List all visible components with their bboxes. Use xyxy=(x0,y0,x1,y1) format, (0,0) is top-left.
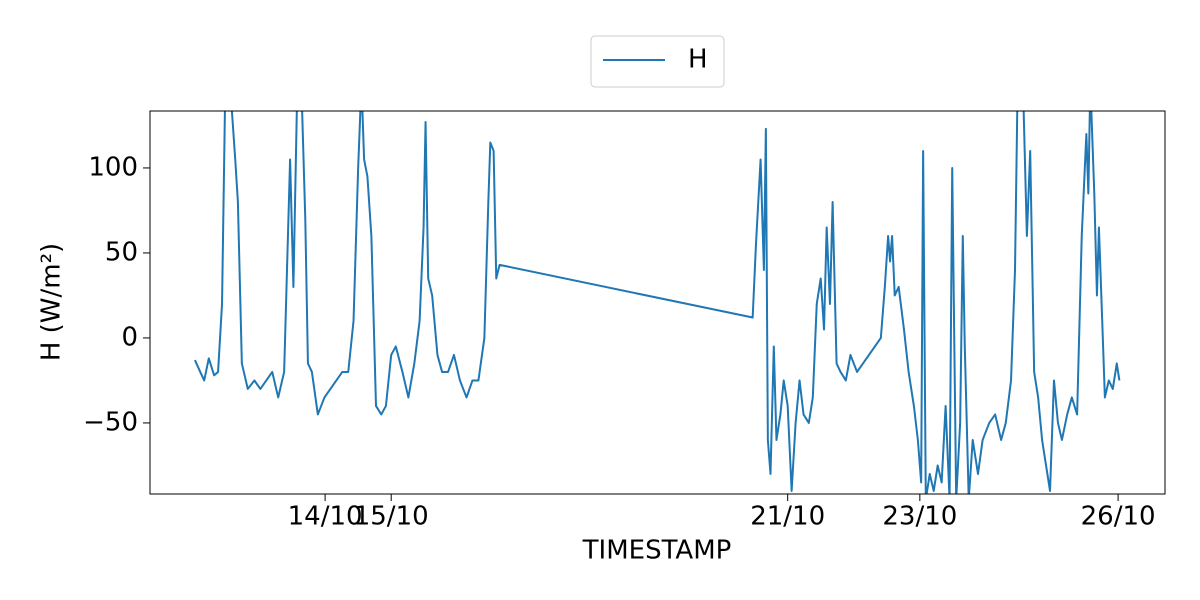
legend: H xyxy=(590,35,725,88)
y-tick-label: 100 xyxy=(88,152,138,182)
x-tick-label: 15/10 xyxy=(354,502,429,532)
y-axis-label: H (W/m²) xyxy=(37,243,67,361)
legend-box xyxy=(590,35,725,88)
line-series xyxy=(194,111,1121,494)
y-tick-label: 0 xyxy=(121,322,138,352)
x-tick-label: 14/10 xyxy=(288,502,363,532)
y-tick-label: 50 xyxy=(105,237,138,267)
x-tick-label: 23/10 xyxy=(882,502,957,532)
y-tick-label: −50 xyxy=(83,407,138,437)
x-tick-label: 26/10 xyxy=(1081,502,1156,532)
plot-area xyxy=(194,111,1121,494)
x-tick-label: 21/10 xyxy=(750,502,825,532)
plot-frame xyxy=(149,110,1166,495)
legend-label: H xyxy=(688,45,708,75)
x-axis-label: TIMESTAMP xyxy=(582,536,732,566)
